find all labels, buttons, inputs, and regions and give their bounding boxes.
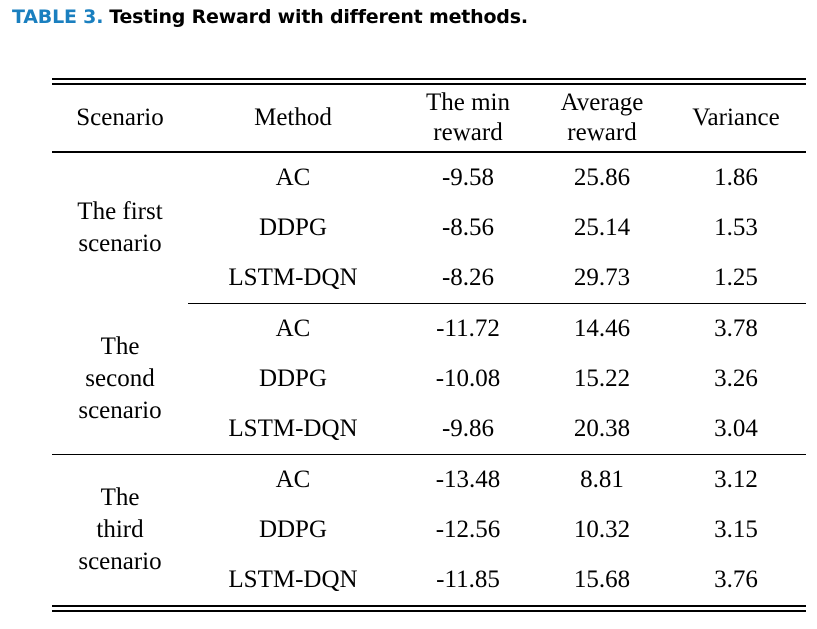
method-cell: DDPG (258, 365, 328, 392)
average-reward-cell: 15.68 (573, 566, 631, 593)
average-reward-cell: 14.46 (573, 315, 631, 342)
variance-cell: 3.76 (714, 566, 758, 593)
method-cell: AC (275, 164, 311, 191)
header-average-reward-line1: Average (560, 89, 644, 116)
results-table: Scenario Method The min reward Average r… (52, 85, 806, 605)
header-average-reward: Average reward (538, 85, 666, 153)
scenario-line: The first (77, 198, 163, 226)
scenario-cell-first: The first scenario (52, 152, 188, 304)
min-reward-cell: -13.48 (435, 466, 501, 493)
min-reward-cell: -11.85 (436, 566, 500, 593)
table-row: DDPG -12.56 10.32 3.15 (52, 505, 806, 555)
table-row: LSTM-DQN -11.85 15.68 3.76 (52, 555, 806, 605)
table-bottom-rule (52, 605, 806, 612)
variance-cell: 3.15 (714, 516, 758, 543)
variance-cell: 3.12 (714, 466, 758, 493)
scenario-line: scenario (78, 230, 162, 258)
table-caption-label: TABLE 3. (12, 6, 104, 28)
average-reward-cell: 20.38 (538, 404, 666, 455)
table-row: DDPG -8.56 25.14 1.53 (52, 203, 806, 253)
variance-cell: 1.25 (666, 253, 806, 304)
table-row: DDPG -10.08 15.22 3.26 (52, 354, 806, 404)
variance-cell: 1.86 (714, 164, 758, 191)
header-min-reward-line1: The min (425, 89, 510, 116)
scenario-line: second (85, 364, 155, 392)
min-reward-cell: -9.86 (398, 404, 538, 455)
table-row: LSTM-DQN -9.86 20.38 3.04 (52, 404, 806, 455)
table-caption-text: Testing Reward with different methods. (109, 6, 528, 28)
min-reward-cell: -12.56 (435, 516, 501, 543)
method-cell: AC (275, 315, 311, 342)
table-row: LSTM-DQN -8.26 29.73 1.25 (52, 253, 806, 304)
method-cell: DDPG (258, 214, 328, 241)
variance-cell: 3.26 (714, 365, 758, 392)
average-reward-cell: 25.14 (573, 214, 631, 241)
average-reward-cell: 10.32 (573, 516, 631, 543)
min-reward-cell: -8.56 (441, 214, 495, 241)
table-row: The third scenario AC -13.48 8.81 3.12 (52, 455, 806, 575)
average-reward-cell: 15.22 (573, 365, 631, 392)
average-reward-cell: 29.73 (538, 253, 666, 304)
table-header-row: Scenario Method The min reward Average r… (52, 85, 806, 153)
average-reward-cell: 8.81 (580, 466, 624, 493)
table-caption: TABLE 3. Testing Reward with different me… (12, 6, 528, 28)
header-average-reward-line2: reward (567, 119, 637, 146)
header-method: Method (188, 85, 398, 153)
variance-cell: 1.53 (714, 214, 758, 241)
min-reward-cell: -8.26 (398, 253, 538, 304)
method-cell: DDPG (258, 516, 328, 543)
table-row: The first scenario AC -9.58 25.86 1.86 (52, 152, 806, 257)
header-variance: Variance (666, 85, 806, 153)
scenario-cell-third: The third scenario (52, 455, 188, 606)
header-min-reward-line2: reward (433, 119, 503, 146)
method-cell: LSTM-DQN (188, 253, 398, 304)
scenario-line: third (96, 516, 144, 543)
scenario-line: scenario (78, 396, 162, 424)
scenario-line: scenario (78, 548, 162, 575)
scenario-cell-second: The second scenario (52, 303, 188, 455)
header-scenario: Scenario (52, 85, 188, 153)
table-row: The second scenario AC -11.72 14.46 3.78 (52, 303, 806, 455)
method-cell: AC (275, 466, 311, 493)
results-table-container: Scenario Method The min reward Average r… (52, 78, 806, 612)
header-min-reward: The min reward (398, 85, 538, 153)
min-reward-cell: -11.72 (436, 315, 500, 342)
average-reward-cell: 25.86 (573, 164, 631, 191)
method-cell: LSTM-DQN (228, 566, 358, 593)
method-cell: LSTM-DQN (188, 404, 398, 455)
table-top-rule (52, 78, 806, 85)
scenario-line: The (100, 332, 140, 360)
min-reward-cell: -9.58 (441, 164, 495, 191)
variance-cell: 3.78 (714, 315, 758, 342)
variance-cell: 3.04 (666, 404, 806, 455)
scenario-line: The (100, 484, 140, 511)
min-reward-cell: -10.08 (435, 365, 501, 392)
